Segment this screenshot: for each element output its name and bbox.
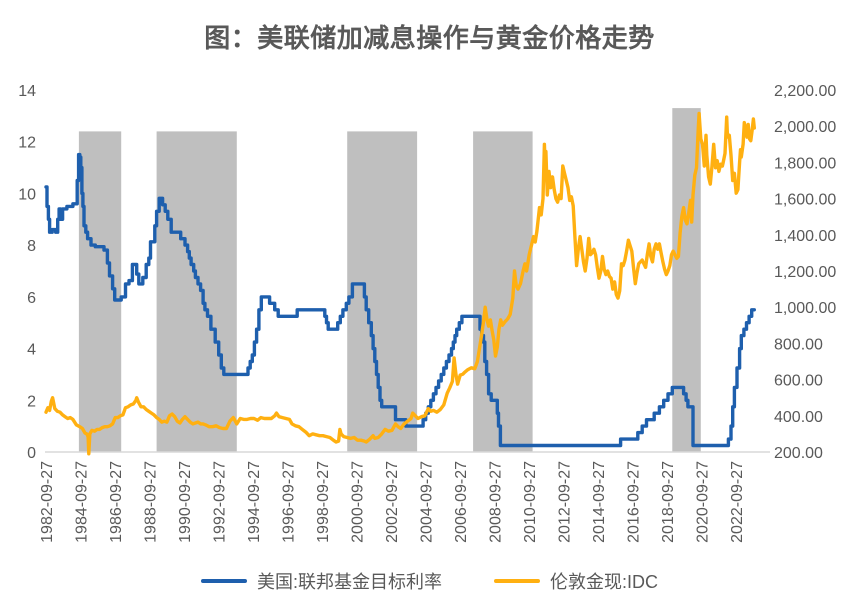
x-axis-tick: 2016-09-27 [626,461,643,543]
x-axis-tick: 2020-09-27 [695,461,712,543]
y-axis-tick-right: 1,000.00 [774,300,836,317]
y-axis-tick-left: 4 [27,342,36,359]
fed-rate-line [44,152,756,448]
chart-title: 图：美联储加减息操作与黄金价格走势 [204,23,655,53]
x-axis-tick: 1998-09-27 [315,461,332,543]
y-axis-tick-right: 1,400.00 [774,228,836,245]
y-axis-tick-left: 2 [27,393,36,410]
x-axis-tick: 2012-09-27 [557,461,574,543]
y-axis-tick-right: 1,800.00 [774,155,836,172]
y-axis-tick-right: 400.00 [774,409,823,426]
easing-period-band [347,131,418,452]
x-axis-tick: 1994-09-27 [246,461,263,543]
x-axis-tick: 2008-09-27 [488,461,505,543]
x-axis-tick: 2014-09-27 [591,461,608,543]
legend-label-gold: 伦敦金现:IDC [550,572,658,592]
y-axis-tick-left: 8 [27,238,36,255]
y-axis-tick-left: 0 [27,445,36,462]
gold-line-swatch-icon [494,579,540,583]
fed-rate-line-swatch-icon [201,579,247,583]
legend: 美国:联邦基金目标利率 伦敦金现:IDC [0,568,859,594]
x-axis-tick: 1988-09-27 [143,461,160,543]
x-axis-tick: 2018-09-27 [660,461,677,543]
x-axis-tick: 1986-09-27 [108,461,125,543]
y-axis-tick-right: 200.00 [774,445,823,462]
x-axis-tick: 1996-09-27 [281,461,298,543]
x-axis-tick: 2000-09-27 [350,461,367,543]
x-axis-tick: 2010-09-27 [522,461,539,543]
legend-label-fed-rate: 美国:联邦基金目标利率 [257,572,442,592]
y-axis-tick-right: 1,200.00 [774,264,836,281]
x-axis-tick: 2004-09-27 [419,461,436,543]
x-axis-tick: 2002-09-27 [384,461,401,543]
x-axis-tick: 1984-09-27 [74,461,91,543]
y-axis-tick-right: 800.00 [774,336,823,353]
y-axis-tick-left: 14 [18,83,36,100]
y-axis-tick-right: 2,200.00 [774,83,836,100]
x-axis-tick: 1992-09-27 [212,461,229,543]
legend-item-gold: 伦敦金现:IDC [494,568,658,594]
y-axis-tick-right: 2,000.00 [774,119,836,136]
easing-period-band [473,131,533,452]
x-axis-tick: 1990-09-27 [177,461,194,543]
y-axis-tick-left: 10 [18,186,36,203]
x-axis-tick: 1982-09-27 [39,461,56,543]
x-axis-tick: 2006-09-27 [453,461,470,543]
y-axis-tick-right: 1,600.00 [774,192,836,209]
y-axis-tick-right: 600.00 [774,373,823,390]
y-axis-tick-left: 6 [27,290,36,307]
easing-period-band [156,131,237,452]
legend-item-fed-rate: 美国:联邦基金目标利率 [201,568,442,594]
y-axis-tick-left: 12 [18,135,36,152]
x-axis-tick: 2022-09-27 [729,461,746,543]
gold-price-line [44,111,756,456]
